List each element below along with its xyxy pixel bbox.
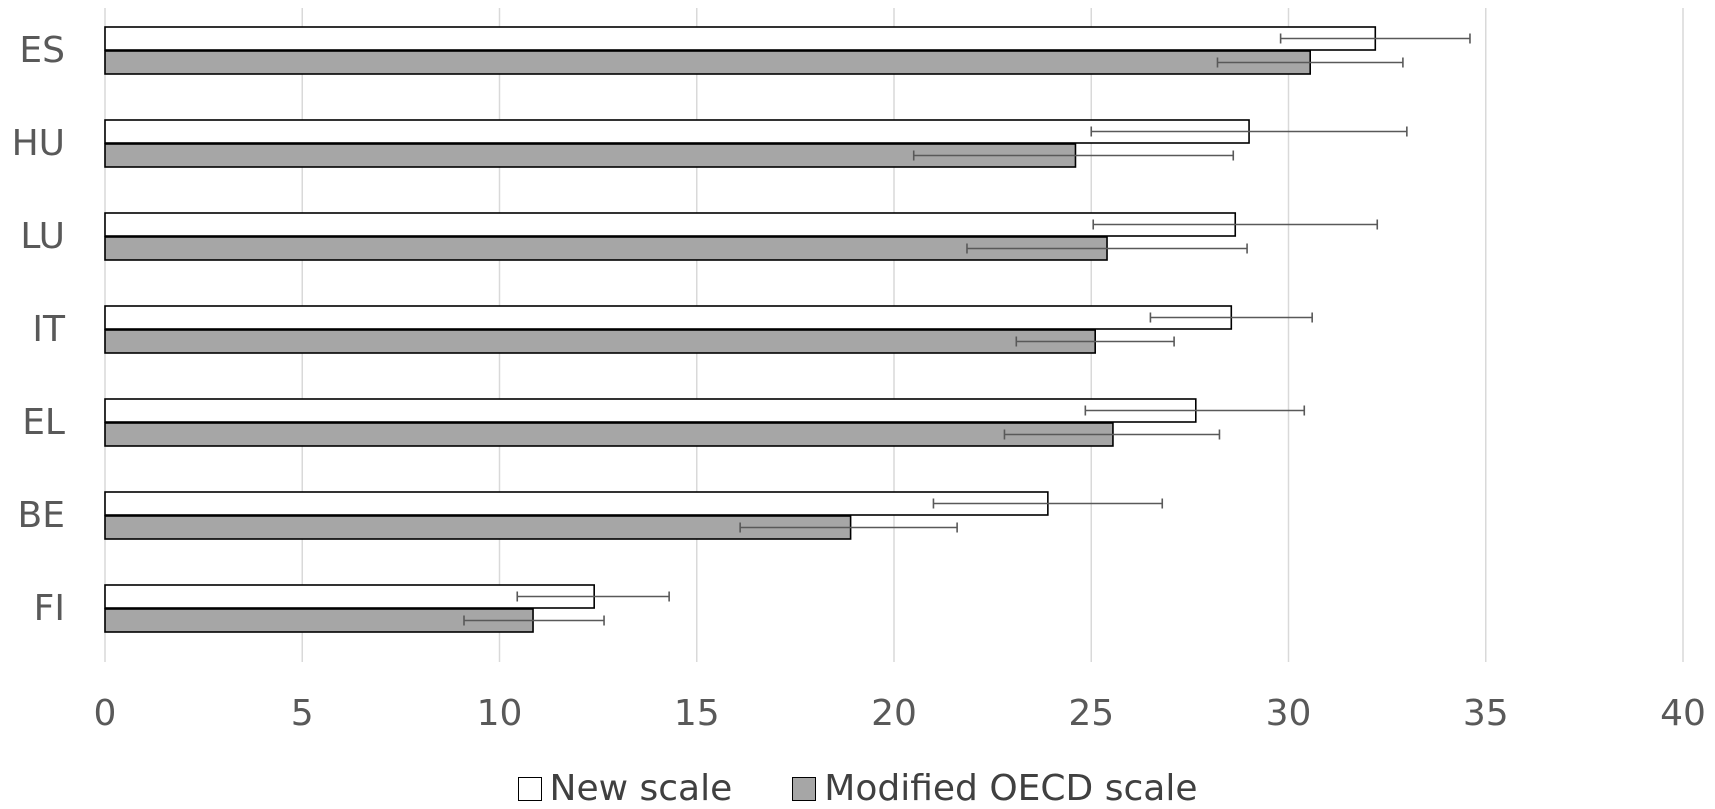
x-tick-label: 25 xyxy=(1068,693,1114,734)
bar xyxy=(104,515,852,540)
category-label: BE xyxy=(18,495,65,536)
category-labels: ES HU LU IT EL BE FI xyxy=(12,30,66,629)
category-label: FI xyxy=(34,588,65,629)
legend-item-modified-oecd-scale: Modified OECD scale xyxy=(792,768,1197,809)
x-tick-label: 0 xyxy=(94,693,117,734)
category-label: HU xyxy=(12,123,65,164)
legend-label-modified-oecd-scale: Modified OECD scale xyxy=(824,768,1198,809)
x-tick-label: 20 xyxy=(871,693,917,734)
legend-label-new-scale: New scale xyxy=(549,768,733,809)
bars xyxy=(104,26,1377,633)
x-tick-label: 5 xyxy=(291,693,314,734)
bar xyxy=(104,119,1250,144)
bar xyxy=(104,26,1377,51)
x-tick-label: 15 xyxy=(674,693,720,734)
bar xyxy=(104,50,1311,75)
x-tick-labels: 0 5 10 15 20 25 30 35 40 xyxy=(94,693,1706,734)
category-label: EL xyxy=(22,402,65,443)
error-bars xyxy=(463,33,1471,626)
category-label: IT xyxy=(32,309,66,350)
x-tick-label: 35 xyxy=(1463,693,1509,734)
bar xyxy=(104,491,1049,516)
bar xyxy=(104,236,1108,261)
bar xyxy=(104,398,1197,423)
legend-swatch-modified-oecd-scale xyxy=(792,776,817,801)
bar xyxy=(104,305,1233,330)
x-tick-label: 40 xyxy=(1660,693,1706,734)
bar xyxy=(104,212,1237,237)
category-label: LU xyxy=(20,216,65,257)
legend-swatch-new-scale xyxy=(517,776,542,801)
bar xyxy=(104,422,1114,447)
x-tick-label: 30 xyxy=(1266,693,1312,734)
bar xyxy=(104,329,1096,354)
legend-item-new-scale: New scale xyxy=(517,768,733,809)
x-tick-label: 10 xyxy=(477,693,523,734)
legend: New scale Modified OECD scale xyxy=(0,768,1715,809)
category-label: ES xyxy=(19,30,65,71)
